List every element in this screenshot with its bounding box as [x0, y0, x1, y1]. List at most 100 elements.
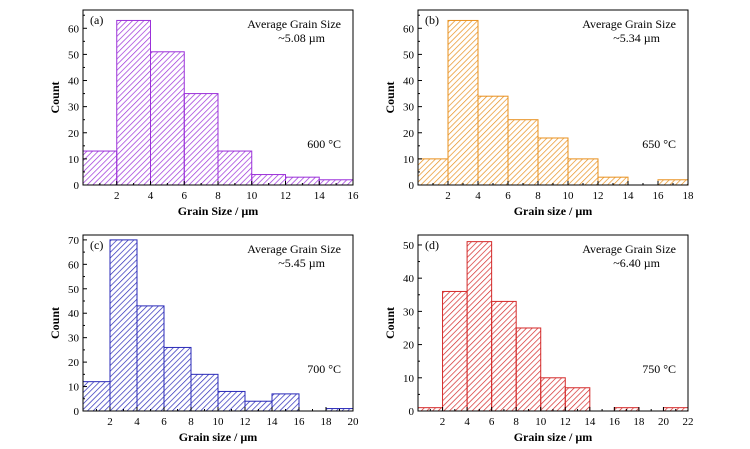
x-tick-label: 18: [683, 190, 695, 202]
y-tick-label: 40: [403, 76, 415, 88]
bar-c-0: [82, 381, 111, 412]
x-tick-label: 8: [188, 416, 194, 428]
x-tick-label: 20: [658, 416, 670, 428]
y-tick-label: 20: [68, 128, 80, 140]
bar-c-5: [217, 390, 246, 412]
bar-a-0: [82, 150, 118, 186]
y-tick-label: 20: [403, 128, 415, 140]
bar-d-6: [564, 387, 591, 412]
y-axis-label: Count: [48, 81, 62, 113]
average-grain-size-title: Average Grain Size: [582, 242, 676, 256]
x-axis-label: Grain size / µm: [514, 204, 593, 218]
bar-a-3: [183, 93, 219, 186]
x-tick-label: 22: [683, 416, 694, 428]
x-tick-label: 10: [246, 190, 258, 202]
y-tick-label: 10: [68, 382, 80, 394]
y-tick-label: 10: [403, 373, 415, 385]
bar-b-0: [417, 158, 449, 186]
x-tick-label: 14: [314, 190, 326, 202]
bar-a-1: [116, 19, 151, 186]
bar-c-7: [271, 393, 300, 412]
y-tick-label: 50: [68, 49, 80, 61]
y-tick-label: 0: [409, 180, 415, 192]
x-tick-label: 8: [535, 190, 541, 202]
panel-label: (a): [90, 13, 103, 27]
panel-d: 2 4 6 8 10 12 14 16 18 20 22 0 10 20 30 40 50 Grain size …: [383, 234, 694, 444]
y-tick-label: 0: [74, 406, 80, 418]
panel-label: (d): [425, 238, 439, 252]
x-axis-label: Grain size / µm: [514, 430, 593, 444]
x-tick-label: 14: [584, 416, 596, 428]
bar-d-1: [442, 290, 468, 412]
x-tick-label: 16: [294, 416, 306, 428]
x-tick-label: 6: [489, 416, 495, 428]
y-tick-label: 30: [403, 306, 415, 318]
average-grain-size-value: ~5.34 µm: [613, 31, 660, 45]
panel-label: (c): [90, 238, 103, 252]
x-tick-label: 12: [240, 416, 251, 428]
x-tick-label: 2: [440, 416, 446, 428]
x-tick-label: 16: [348, 190, 360, 202]
y-tick-label: 60: [68, 23, 80, 35]
y-axis-label: Count: [48, 307, 62, 339]
y-tick-label: 20: [68, 357, 80, 369]
y-tick-label: 50: [403, 49, 415, 61]
bar-b-1: [447, 19, 479, 186]
x-tick-label: 18: [633, 416, 645, 428]
x-tick-label: 4: [134, 416, 140, 428]
x-tick-label: 6: [505, 190, 511, 202]
y-tick-label: 40: [403, 273, 415, 285]
average-grain-size-title: Average Grain Size: [247, 17, 341, 31]
x-tick-label: 8: [215, 190, 221, 202]
bar-b-3: [507, 119, 539, 186]
bar-d-3: [491, 300, 517, 412]
x-tick-label: 14: [267, 416, 279, 428]
y-tick-label: 20: [403, 340, 415, 352]
temperature-label: 650 °C: [642, 137, 676, 151]
average-grain-size-value: ~5.45 µm: [278, 256, 325, 270]
y-tick-label: 30: [68, 102, 80, 114]
x-tick-label: 12: [280, 190, 291, 202]
average-grain-size-title: Average Grain Size: [247, 242, 341, 256]
x-tick-label: 4: [148, 190, 154, 202]
y-tick-label: 60: [403, 23, 415, 35]
x-tick-label: 2: [107, 416, 113, 428]
bar-d-5: [540, 377, 566, 412]
y-tick-label: 60: [68, 259, 80, 271]
x-tick-label: 10: [535, 416, 547, 428]
x-tick-label: 8: [513, 416, 519, 428]
bar-a-2: [150, 51, 185, 186]
y-tick-label: 50: [68, 284, 80, 296]
bar-d-4: [515, 327, 542, 412]
y-axis-label: Count: [383, 307, 397, 339]
x-tick-label: 20: [348, 416, 360, 428]
y-tick-label: 50: [403, 240, 415, 252]
average-grain-size-value: ~6.40 µm: [613, 256, 660, 270]
temperature-label: 700 °C: [307, 362, 341, 376]
x-axis-label: Grain Size / µm: [178, 204, 259, 218]
x-axis-label: Grain size / µm: [179, 430, 258, 444]
x-tick-label: 12: [560, 416, 571, 428]
y-tick-label: 30: [68, 333, 80, 345]
x-tick-label: 10: [213, 416, 225, 428]
panel-b: 2 4 6 8 10 12 14 16 18 0 10 20 30 40 50 60 Grain size / …: [383, 9, 695, 218]
bar-c-3: [163, 346, 192, 412]
bar-b-5: [567, 158, 599, 186]
x-tick-label: 6: [182, 190, 188, 202]
average-grain-size-title: Average Grain Size: [582, 17, 676, 31]
bar-c-4: [190, 373, 219, 412]
bar-b-2: [477, 95, 509, 186]
y-tick-label: 40: [68, 76, 80, 88]
panel-a: 2 4 6 8 10 12 14 16 0 10 20 30 40 50 60 Grain Size / µm…: [48, 9, 360, 218]
bar-d-2: [466, 241, 493, 412]
x-tick-label: 2: [445, 190, 451, 202]
x-tick-label: 4: [464, 416, 470, 428]
bar-b-4: [537, 137, 569, 186]
temperature-label: 600 °C: [307, 137, 341, 151]
x-tick-label: 10: [563, 190, 575, 202]
y-tick-label: 30: [403, 102, 415, 114]
y-tick-label: 10: [68, 154, 80, 166]
x-tick-label: 2: [114, 190, 120, 202]
bar-a-4: [217, 150, 253, 186]
